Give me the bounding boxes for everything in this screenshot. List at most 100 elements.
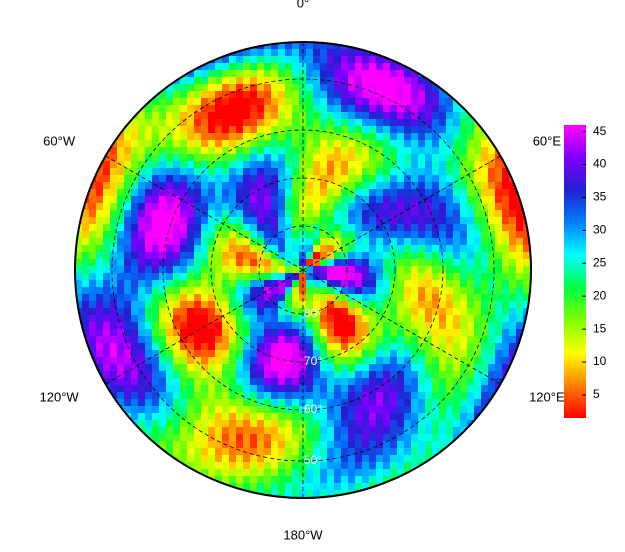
data-cell xyxy=(131,196,139,204)
data-cell xyxy=(299,490,307,498)
data-cell xyxy=(467,245,475,253)
data-cell xyxy=(369,385,377,393)
data-cell xyxy=(516,357,524,365)
data-cell xyxy=(222,210,230,218)
data-cell xyxy=(453,420,461,428)
data-cell xyxy=(138,112,146,120)
data-cell xyxy=(474,336,482,344)
data-cell xyxy=(397,175,405,183)
data-cell xyxy=(439,147,447,155)
data-cell xyxy=(159,350,167,358)
data-cell xyxy=(306,161,314,169)
data-cell xyxy=(509,329,517,337)
data-cell xyxy=(516,287,524,295)
data-cell xyxy=(194,350,202,358)
data-cell xyxy=(411,329,419,337)
data-cell xyxy=(145,91,153,99)
data-cell xyxy=(320,203,328,211)
data-cell xyxy=(75,301,83,309)
data-cell xyxy=(299,462,307,470)
data-cell xyxy=(320,413,328,421)
data-cell xyxy=(215,441,223,449)
data-cell xyxy=(411,357,419,365)
data-cell xyxy=(215,70,223,78)
data-cell xyxy=(96,336,104,344)
data-cell xyxy=(201,329,209,337)
data-cell xyxy=(453,357,461,365)
data-cell xyxy=(306,455,314,463)
data-cell xyxy=(432,441,440,449)
data-cell xyxy=(404,259,412,267)
data-cell xyxy=(236,119,244,127)
data-cell xyxy=(362,147,370,155)
data-cell xyxy=(355,357,363,365)
data-cell xyxy=(96,287,104,295)
data-cell xyxy=(201,112,209,120)
data-cell xyxy=(341,56,349,64)
data-cell xyxy=(215,105,223,113)
data-cell xyxy=(453,91,461,99)
meridian-line xyxy=(302,269,501,385)
data-cell xyxy=(453,329,461,337)
data-cell xyxy=(404,441,412,449)
data-cell xyxy=(334,42,342,50)
data-cell xyxy=(173,273,181,281)
data-cell xyxy=(313,217,321,225)
data-cell xyxy=(292,168,300,176)
data-cell xyxy=(481,210,489,218)
data-cell xyxy=(369,182,377,190)
data-cell xyxy=(334,413,342,421)
data-cell xyxy=(152,420,160,428)
data-cell xyxy=(418,434,426,442)
data-cell xyxy=(299,385,307,393)
data-cell xyxy=(138,413,146,421)
data-cell xyxy=(131,105,139,113)
data-cell xyxy=(103,273,111,281)
data-cell xyxy=(460,308,468,316)
data-cell xyxy=(397,112,405,120)
data-cell xyxy=(152,336,160,344)
data-cell xyxy=(138,203,146,211)
data-cell xyxy=(299,357,307,365)
data-cell xyxy=(285,343,293,351)
data-cell xyxy=(299,420,307,428)
data-cell xyxy=(208,315,216,323)
data-cell xyxy=(432,161,440,169)
data-cell xyxy=(96,315,104,323)
data-cell xyxy=(201,322,209,330)
data-cell xyxy=(236,378,244,386)
data-cell xyxy=(103,203,111,211)
data-cell xyxy=(271,182,279,190)
data-cell xyxy=(348,147,356,155)
data-cell xyxy=(117,287,125,295)
data-cell xyxy=(306,140,314,148)
data-cell xyxy=(173,98,181,106)
data-cell xyxy=(271,343,279,351)
data-cell xyxy=(124,392,132,400)
data-cell xyxy=(278,448,286,456)
data-cell xyxy=(313,406,321,414)
data-cell xyxy=(89,259,97,267)
data-cell xyxy=(194,168,202,176)
data-cell xyxy=(509,322,517,330)
data-cell xyxy=(124,378,132,386)
data-cell xyxy=(453,238,461,246)
data-cell xyxy=(446,343,454,351)
data-cell xyxy=(369,392,377,400)
data-cell xyxy=(236,112,244,120)
data-cell xyxy=(355,322,363,330)
data-cell xyxy=(264,154,272,162)
data-cell xyxy=(145,175,153,183)
data-cell xyxy=(313,371,321,379)
data-cell xyxy=(439,385,447,393)
data-cell xyxy=(481,273,489,281)
data-cell xyxy=(152,350,160,358)
data-cell xyxy=(110,301,118,309)
data-cell xyxy=(425,266,433,274)
data-cell xyxy=(285,252,293,260)
data-cell xyxy=(89,210,97,218)
data-cell xyxy=(313,462,321,470)
data-cell xyxy=(404,287,412,295)
data-cell xyxy=(208,259,216,267)
data-cell xyxy=(481,357,489,365)
